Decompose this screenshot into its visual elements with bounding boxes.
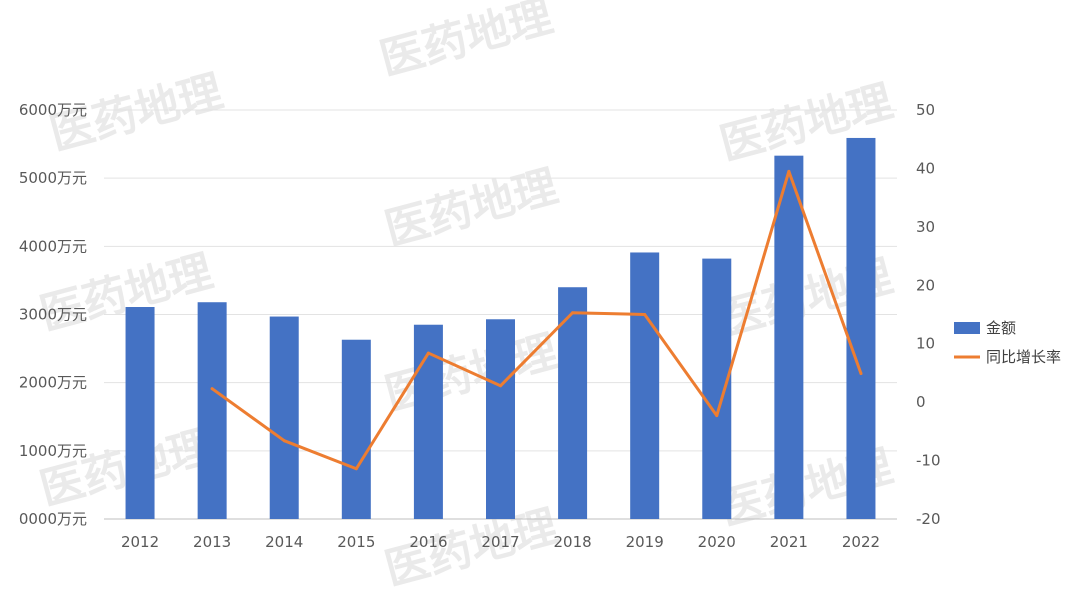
y-right-tick-label: -10 bbox=[916, 452, 941, 470]
legend-label-amount: 金额 bbox=[986, 319, 1016, 337]
x-axis-ticks: 2012 2013 2014 2015 2016 2017 2018 2019 2020 2021… bbox=[121, 533, 880, 551]
y-right-tick-label: 50 bbox=[916, 101, 935, 119]
line-series bbox=[210, 169, 863, 471]
x-tick-label: 2017 bbox=[481, 533, 519, 551]
bar bbox=[702, 258, 732, 519]
y-left-tick-label: 5000万元 bbox=[19, 169, 87, 187]
x-tick-label: 2014 bbox=[265, 533, 303, 551]
line-point bbox=[499, 384, 502, 388]
x-tick-label: 2012 bbox=[121, 533, 159, 551]
x-tick-label: 2022 bbox=[842, 533, 880, 551]
y-left-tick-label: 0000万元 bbox=[19, 510, 87, 528]
bar bbox=[341, 339, 371, 519]
watermark-text: 医药地理 bbox=[380, 501, 563, 596]
x-tick-label: 2013 bbox=[193, 533, 231, 551]
x-tick-label: 2019 bbox=[626, 533, 664, 551]
bar-series bbox=[125, 137, 876, 520]
watermark-layer: 医药地理医药地理医药地理医药地理医药地理医药地理医药地理医药地理医药地理医药地理 bbox=[35, 0, 898, 596]
y-right-tick-label: -20 bbox=[916, 510, 941, 528]
bar bbox=[486, 319, 515, 519]
bar bbox=[846, 137, 876, 519]
y-left-tick-label: 4000万元 bbox=[19, 237, 87, 255]
line-point bbox=[787, 169, 791, 173]
bar bbox=[774, 155, 804, 519]
watermark-text: 医药地理 bbox=[375, 0, 558, 86]
x-tick-label: 2020 bbox=[698, 533, 736, 551]
y-left-tick-label: 6000万元 bbox=[19, 101, 87, 119]
bar bbox=[197, 302, 227, 519]
legend-label-growth: 同比增长率 bbox=[986, 348, 1061, 366]
y-left-tick-label: 3000万元 bbox=[19, 306, 87, 324]
bar bbox=[630, 252, 660, 520]
x-tick-label: 2021 bbox=[770, 533, 808, 551]
line-point bbox=[715, 414, 719, 418]
x-tick-label: 2015 bbox=[337, 533, 375, 551]
y-right-tick-label: 0 bbox=[916, 393, 926, 411]
line-point bbox=[643, 313, 647, 316]
y-axis-left-ticks: 0000万元 1000万元 2000万元 3000万元 4000万元 5000万元 6000… bbox=[19, 101, 87, 528]
bar bbox=[558, 287, 588, 519]
line-point bbox=[282, 439, 286, 443]
line-point bbox=[859, 372, 863, 376]
growth-line bbox=[210, 169, 863, 471]
line-point bbox=[354, 467, 358, 471]
x-tick-label: 2018 bbox=[553, 533, 591, 551]
watermark-text: 医药地理 bbox=[380, 161, 563, 256]
bar bbox=[269, 316, 299, 519]
legend-swatch-amount bbox=[954, 322, 980, 334]
y-left-tick-label: 1000万元 bbox=[19, 442, 87, 460]
line-point bbox=[571, 311, 575, 315]
x-tick-label: 2016 bbox=[409, 533, 447, 551]
y-axis-right-ticks: -20 -10 0 10 20 30 40 50 bbox=[916, 101, 941, 528]
legend: 金额 同比增长率 bbox=[954, 319, 1061, 366]
line-point bbox=[210, 387, 214, 391]
line-point bbox=[426, 351, 430, 355]
bar bbox=[125, 307, 155, 519]
y-right-tick-label: 40 bbox=[916, 159, 935, 177]
y-right-tick-label: 20 bbox=[916, 276, 935, 294]
y-right-tick-label: 30 bbox=[916, 218, 935, 236]
y-right-tick-label: 10 bbox=[916, 335, 935, 353]
y-left-tick-label: 2000万元 bbox=[19, 374, 87, 392]
